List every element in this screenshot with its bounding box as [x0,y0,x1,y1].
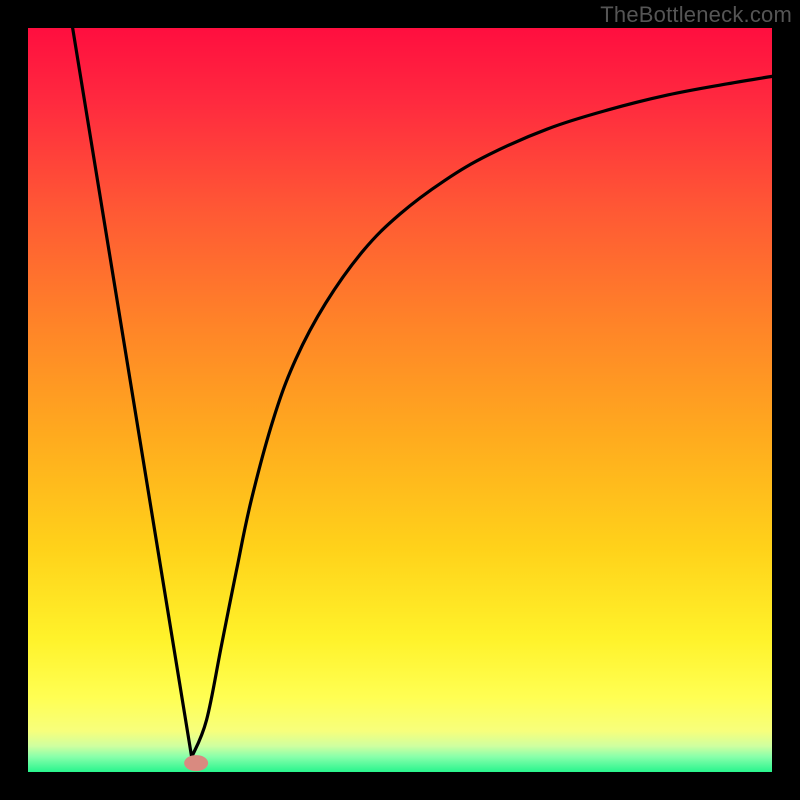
chart-frame: TheBottleneck.com [0,0,800,800]
optimal-point-marker [184,755,208,771]
bottleneck-chart [0,0,800,800]
plot-background [28,28,772,772]
watermark-text: TheBottleneck.com [600,2,792,28]
